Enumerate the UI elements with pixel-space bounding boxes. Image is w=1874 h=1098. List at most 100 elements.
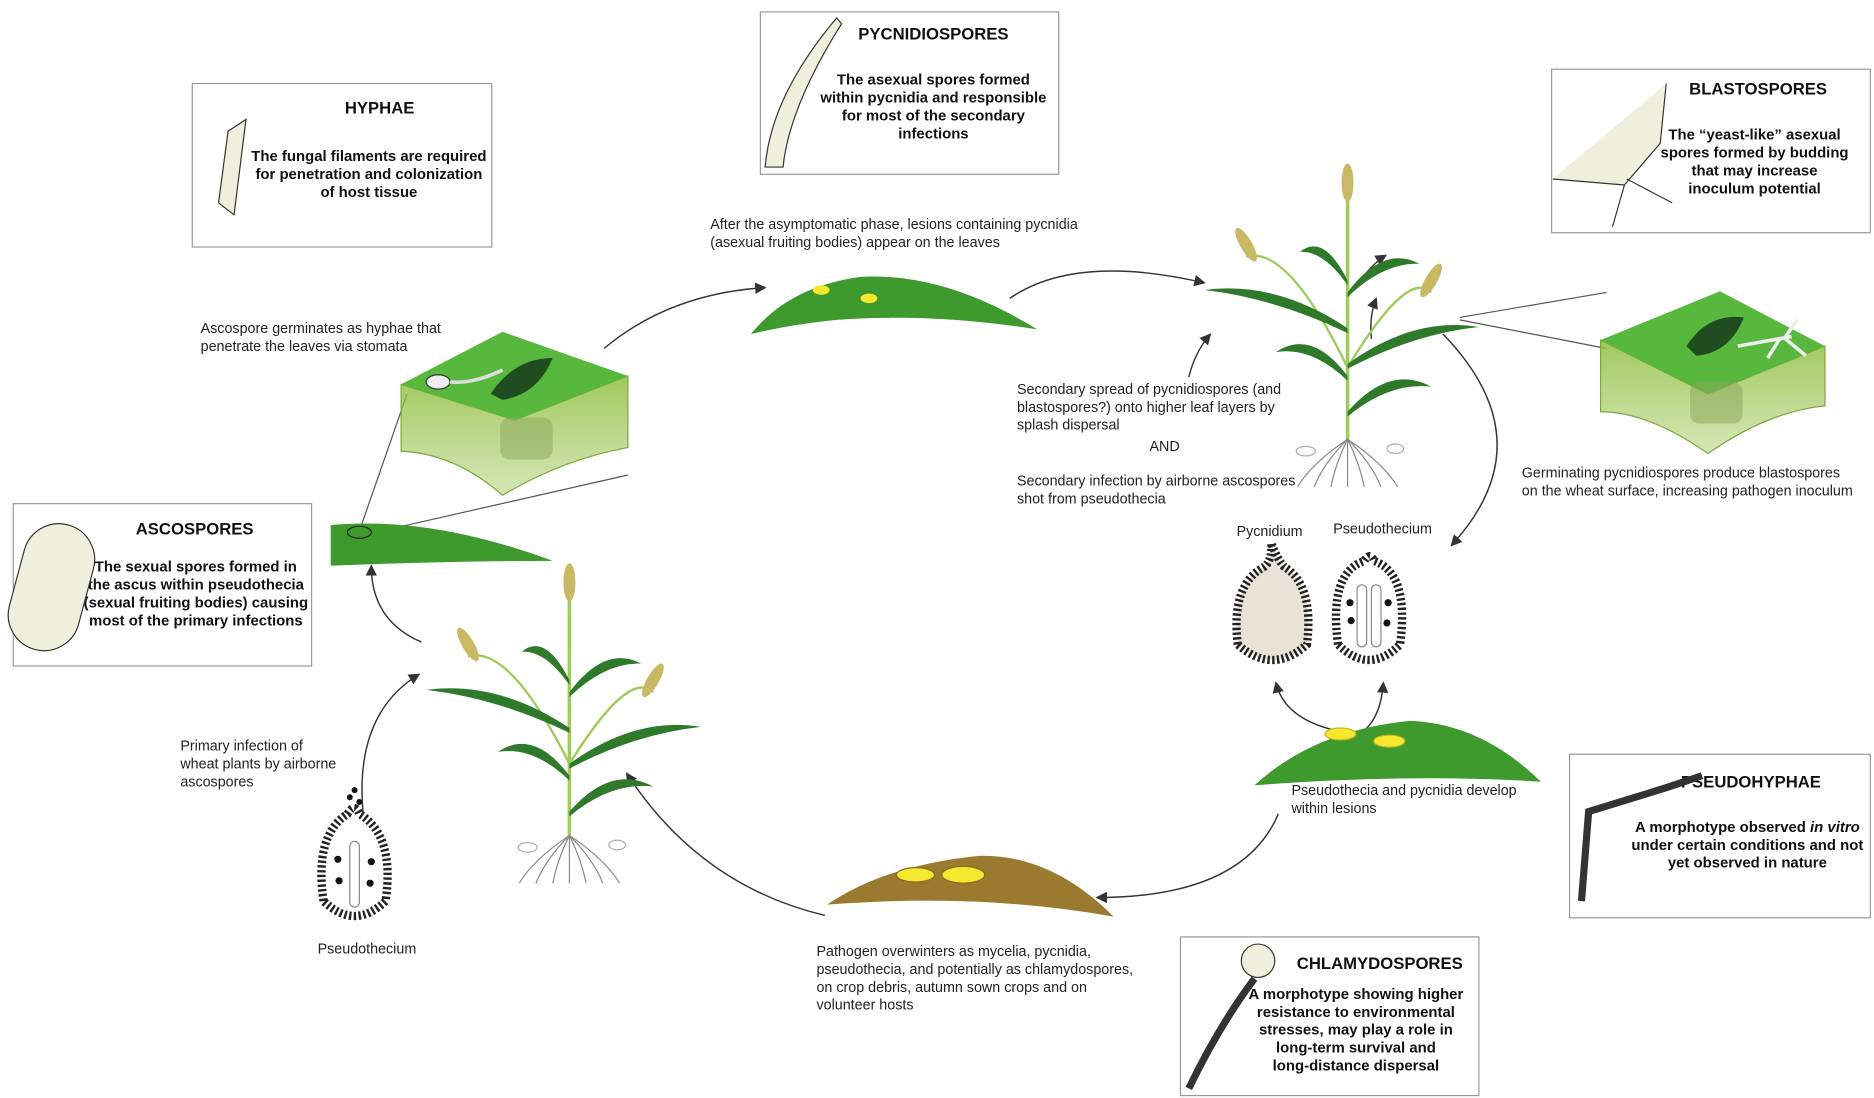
caption: shot from pseudothecia [1017,492,1166,508]
lesion [813,285,830,295]
caption: Primary infection of [180,739,303,755]
lesion [1325,728,1356,740]
caption: volunteer hosts [816,998,913,1014]
box-description: spores formed by budding [1661,146,1849,162]
diagram: HYPHAEThe fungal filaments are requiredf… [0,0,1874,1098]
lesion [861,294,878,304]
arrow [362,674,419,811]
box-description: resistance to environmental [1257,1005,1455,1021]
arrow [371,566,421,642]
caption: AND [1149,439,1179,455]
caption: blastospores?) onto higher leaf layers b… [1017,400,1276,416]
box-description: within pycnidia and responsible [819,91,1046,107]
pseudothecium-drawing [321,543,1402,916]
box-description: yet observed in nature [1668,856,1827,872]
box-description: the ascus within pseudothecia [88,578,305,594]
wheat-ear [1342,164,1354,202]
leaf-with-lesions [751,277,1037,335]
arrow [1010,271,1205,298]
stem [569,687,653,763]
arrow [1276,683,1336,731]
arrow [627,773,825,915]
leaf-with-lesions [1254,721,1540,785]
caption: Secondary infection by airborne ascospor… [1017,474,1295,490]
root [1348,439,1365,487]
leaf-block [401,332,628,496]
caption: wheat plants by airborne [179,757,336,773]
description-part: in vitro [1810,820,1860,836]
box-title: BLASTOSPORES [1689,79,1827,98]
caption: splash dispersal [1017,418,1120,434]
caption: Secondary spread of pycnidiospores (and [1017,382,1281,398]
box-description: A morphotype observed in vitro [1635,820,1860,836]
wheat-ear [453,625,482,664]
root [536,835,569,883]
root [553,835,570,883]
root [1348,439,1381,487]
debris-leaf [827,856,1113,917]
wheat-ear [563,563,575,601]
arrow [604,288,765,349]
box-description: stresses, may play a role in [1259,1023,1453,1039]
box-title: PYCNIDIOSPORES [858,24,1008,43]
leaf-block [1601,291,1825,453]
box-description: infections [898,126,968,142]
wheat-ear [638,661,667,700]
leaf [331,523,553,565]
box-description: of host tissue [320,185,417,201]
arrow [1364,683,1383,731]
box-description: inoculum potential [1688,181,1821,197]
box-description: for penetration and colonization [255,167,482,183]
caption: (asexual fruiting bodies) appear on the … [710,235,1000,251]
caption: within lesions [1290,801,1376,817]
caption: After the asymptomatic phase, lesions co… [710,217,1078,233]
structure-label: Pseudothecium [1333,521,1432,537]
caption: Pathogen overwinters as mycelia, pycnidi… [816,944,1090,960]
soil-clod [609,840,626,850]
wheat-leaf [569,779,653,816]
soil-clod [1387,444,1404,454]
box-description: The fungal filaments are required [251,149,486,165]
box-description: long-term survival and [1276,1041,1436,1057]
lesion [896,868,934,882]
wheat-ear [1231,225,1260,264]
wheat-leaf [1348,325,1479,369]
description-part: A morphotype observed [1635,820,1810,836]
zoom-line [1460,320,1607,349]
root [1314,439,1347,487]
caption: on crop debris, autumn sown crops and on [816,980,1087,996]
box-description: for most of the secondary [842,109,1026,125]
box-description: The asexual spores formed [837,73,1030,89]
structure-label: Pycnidium [1237,524,1303,540]
box-description: (sexual fruiting bodies) causing [84,595,308,611]
page: {"spore_boxes": [ {"title": "HYPHAE", "l… [0,0,1874,1098]
wheat-leaf [498,744,570,781]
box-description: most of the primary infections [89,613,303,629]
wheat-plant [426,563,700,883]
caption: on the wheat surface, increasing pathoge… [1522,483,1853,499]
box-description: A morphotype showing higher [1249,987,1464,1003]
soil-clod [518,843,537,853]
caption: Germinating pycnidiospores produce blast… [1522,465,1840,481]
lesion [942,866,985,883]
arrow [1097,814,1278,898]
zoom-line [1460,292,1607,317]
lesion [1374,735,1405,747]
box-title: ASCOSPORES [136,520,254,539]
wheat-leaf [569,725,700,769]
box-description: that may increase [1692,163,1818,179]
caption: ascospores [180,775,253,791]
wheat-leaf [1300,246,1348,285]
wheat-leaf [1276,344,1348,381]
wheat-leaf [1348,379,1432,416]
caption: Ascospore germinates as hyphae that [201,321,441,337]
box-title: CHLAMYDOSPORES [1297,954,1463,973]
box-description: The sexual spores formed in [95,560,297,576]
wheat-plant [1204,164,1479,487]
root [569,835,602,883]
caption: pseudothecia, and potentially as chlamyd… [816,962,1133,978]
zoom-line [359,394,407,531]
soil-clod [1296,446,1315,456]
box-description: long-distance dispersal [1273,1059,1439,1075]
root [1331,439,1348,487]
